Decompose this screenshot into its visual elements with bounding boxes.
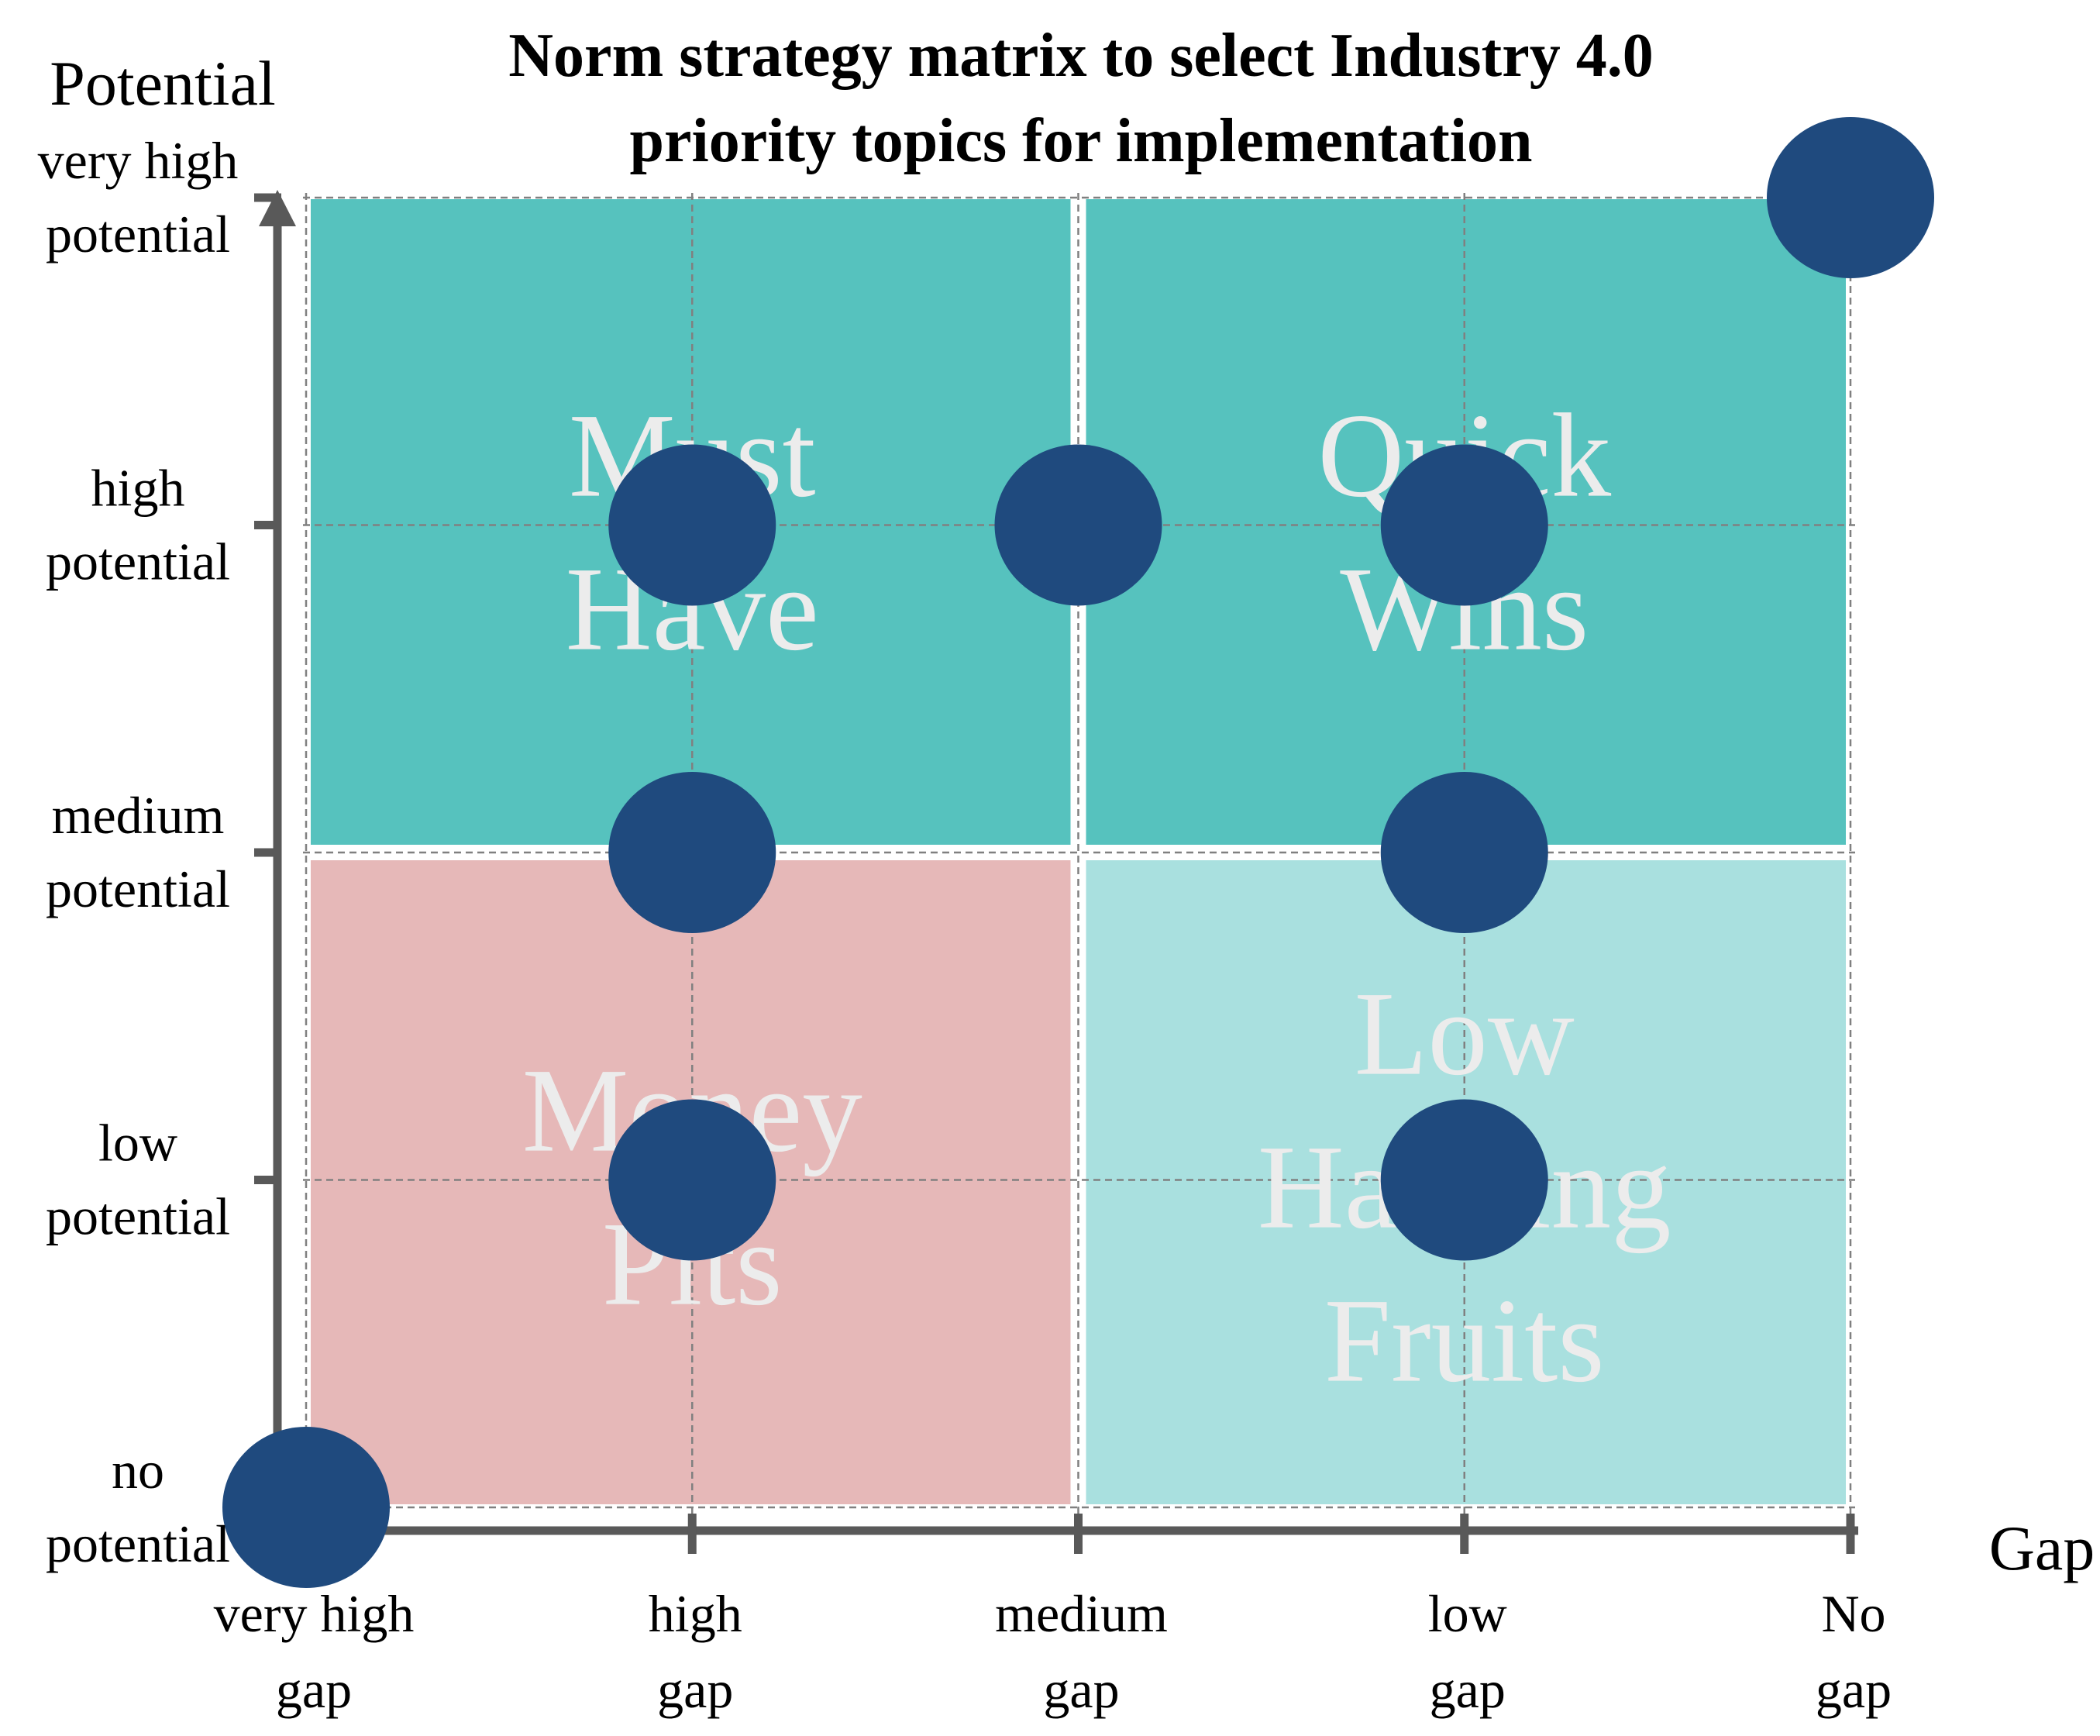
x-tick-label-0-line-0: very high [214,1584,415,1643]
x-tick-label-0-line-1: gap [276,1660,352,1719]
x-tick-label-2-line-0: medium [995,1584,1168,1643]
y-tick-label-2-line-1: potential [46,859,230,918]
data-point-7 [1380,1099,1548,1261]
x-tick-label-3-line-0: low [1428,1584,1507,1643]
data-point-2 [994,444,1162,606]
axes-layer [254,190,1858,1554]
y-axis-arrowhead [259,190,296,226]
y-tick-label-0-line-1: potential [46,1514,230,1573]
y-tick-label-1-line-0: low [98,1113,177,1172]
points-layer [222,117,1934,1588]
x-tick-label-4-line-1: gap [1816,1660,1892,1719]
y-tick-label-3-line-0: high [91,458,185,517]
chart-title-line-1: priority topics for implementation [629,107,1532,175]
x-tick-label-1-line-0: high [649,1584,742,1643]
y-tick-label-4-line-0: very high [38,131,239,190]
x-tick-label-1-line-1: gap [657,1660,733,1719]
y-tick-label-1-line-1: potential [46,1187,230,1245]
quadrant-label-low-hanging-fruits-line-2: Fruits [1324,1274,1605,1407]
data-point-1 [608,444,776,606]
y-tick-label-2-line-0: medium [52,786,225,845]
x-tick-label-3-line-1: gap [1430,1660,1506,1719]
data-point-6 [608,1099,776,1261]
data-point-8 [1767,117,1934,278]
x-tick-label-4-line-0: No [1821,1584,1885,1643]
y-tick-label-3-line-1: potential [46,532,230,591]
text-layer: Norm strategy matrix to select Industry … [38,22,2095,1719]
data-point-3 [1380,444,1548,606]
data-point-0 [222,1427,390,1588]
chart-title-line-0: Norm strategy matrix to select Industry … [508,22,1653,90]
grid-layer [303,193,1855,1514]
quadrant-label-low-hanging-fruits-line-0: Low [1355,967,1575,1100]
data-point-4 [608,772,776,933]
x-axis-title: Gap [1989,1513,2095,1583]
data-point-5 [1380,772,1548,933]
y-tick-label-0-line-0: no [112,1441,164,1500]
y-tick-label-4-line-1: potential [46,205,230,264]
x-tick-label-2-line-1: gap [1043,1660,1119,1719]
y-axis-title: Potential [50,48,276,119]
